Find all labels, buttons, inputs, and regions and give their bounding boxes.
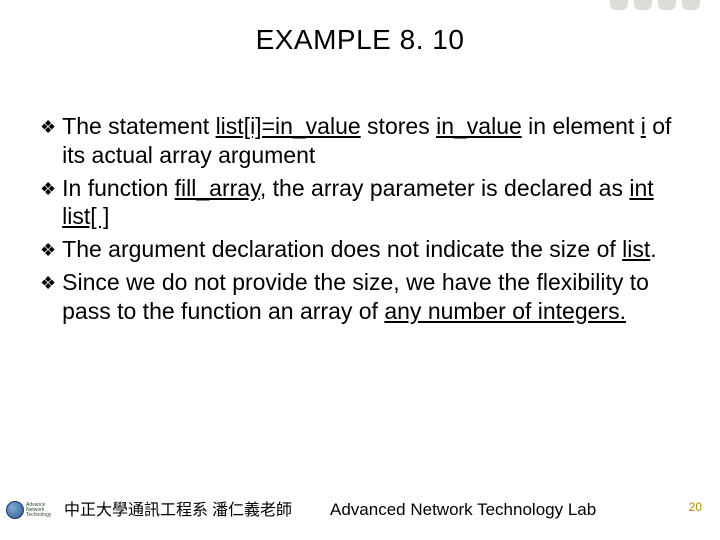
underlined-run: list[i]=in_value — [216, 113, 361, 139]
diamond-bullet-icon: ❖ — [40, 272, 56, 295]
text-run: in element — [522, 113, 641, 139]
text-run: The argument declaration does not indica… — [62, 236, 622, 262]
logo-text: Advance Network Technology — [26, 503, 51, 518]
bullet-text: In function fill_array, the array parame… — [62, 174, 680, 232]
text-run: , the array parameter is declared as — [260, 175, 629, 201]
bullet-item: ❖ The statement list[i]=in_value stores i… — [40, 112, 680, 170]
footer-chinese-text: 中正大學通訊工程系 潘仁義老師 — [64, 496, 292, 520]
globe-icon — [6, 501, 24, 519]
footer-logo: Advance Network Technology — [6, 494, 52, 526]
logo-line-3: Technology — [26, 513, 51, 518]
underlined-run: fill_array — [175, 175, 260, 201]
diamond-bullet-icon: ❖ — [40, 178, 56, 201]
header-decoration — [570, 0, 720, 14]
bullet-item: ❖ Since we do not provide the size, we ha… — [40, 268, 680, 326]
footer-english-text: Advanced Network Technology Lab — [330, 500, 596, 520]
slide: EXAMPLE 8. 10 ❖ The statement list[i]=in_… — [0, 0, 720, 540]
page-number: 20 — [689, 500, 702, 514]
underlined-run: any number of integers. — [384, 298, 626, 324]
diamond-bullet-icon: ❖ — [40, 116, 56, 139]
text-run: In function — [62, 175, 175, 201]
text-run: The statement — [62, 113, 215, 139]
underlined-run: in_value — [436, 113, 522, 139]
bullet-text: Since we do not provide the size, we hav… — [62, 268, 680, 326]
diamond-bullet-icon: ❖ — [40, 239, 56, 262]
slide-content: ❖ The statement list[i]=in_value stores i… — [40, 112, 680, 329]
bullet-item: ❖ In function fill_array, the array param… — [40, 174, 680, 232]
text-run: . — [650, 236, 656, 262]
text-run: stores — [361, 113, 436, 139]
underlined-run: list — [622, 236, 650, 262]
slide-title: EXAMPLE 8. 10 — [0, 24, 720, 56]
bullet-text: The argument declaration does not indica… — [62, 235, 680, 264]
bullet-item: ❖ The argument declaration does not indic… — [40, 235, 680, 264]
bullet-text: The statement list[i]=in_value stores in… — [62, 112, 680, 170]
slide-footer: Advance Network Technology 中正大學通訊工程系 潘仁義… — [0, 488, 720, 528]
